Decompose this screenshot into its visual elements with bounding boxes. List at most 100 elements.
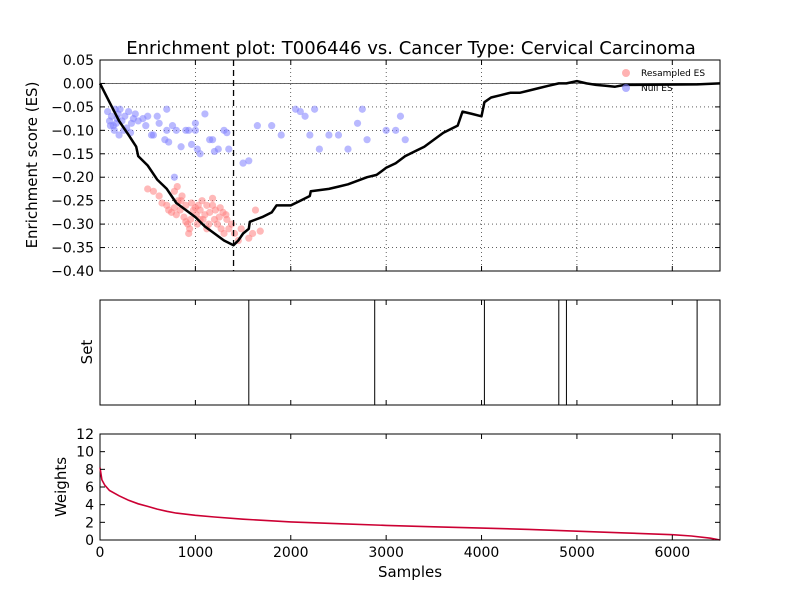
x-tick-label: 6000 bbox=[654, 545, 690, 561]
resampled-es-point bbox=[222, 211, 230, 219]
null-es-point bbox=[253, 122, 261, 130]
null-es-point bbox=[245, 157, 253, 165]
null-es-point bbox=[163, 105, 171, 113]
null-es-point bbox=[201, 110, 209, 118]
null-es-point bbox=[172, 126, 180, 134]
resampled-es-point bbox=[230, 229, 239, 238]
null-es-point bbox=[163, 126, 171, 134]
null-es-point bbox=[392, 126, 400, 134]
resampled-es-point bbox=[149, 187, 158, 195]
weights-ytick-label: 2 bbox=[85, 515, 94, 531]
legend-label-null: Null ES bbox=[641, 84, 673, 94]
weights-ytick-label: 4 bbox=[85, 498, 94, 514]
es-ytick-label: −0.10 bbox=[51, 123, 94, 139]
null-es-point bbox=[277, 131, 285, 139]
weights-ytick-label: 8 bbox=[85, 462, 94, 478]
null-es-point bbox=[144, 112, 152, 120]
resampled-es-point bbox=[206, 208, 214, 216]
null-es-point bbox=[155, 119, 163, 127]
null-es-point bbox=[153, 112, 161, 120]
null-es-point bbox=[358, 105, 366, 113]
es-ytick-label: −0.15 bbox=[51, 147, 94, 163]
resampled-es-point bbox=[256, 227, 264, 235]
null-es-point bbox=[382, 126, 390, 134]
es-ytick-label: −0.30 bbox=[51, 217, 94, 233]
null-es-point bbox=[191, 126, 199, 134]
es-ytick-label: −0.40 bbox=[51, 264, 94, 280]
null-es-point bbox=[401, 136, 409, 144]
es-ytick-label: −0.25 bbox=[51, 194, 94, 210]
weights-ytick-label: 10 bbox=[76, 445, 94, 461]
es-ytick-label: 0.00 bbox=[63, 76, 94, 92]
resampled-es-point bbox=[155, 192, 163, 200]
weights-ylabel: Weights bbox=[52, 457, 70, 517]
set-panel-frame bbox=[99, 299, 721, 406]
resampled-es-point bbox=[144, 185, 152, 193]
es-panel-frame bbox=[99, 59, 721, 272]
null-es-point bbox=[223, 129, 231, 137]
null-es-point bbox=[196, 150, 204, 158]
es-curve-line bbox=[98, 79, 721, 247]
resampled-es-point bbox=[249, 229, 257, 238]
null-es-point bbox=[187, 140, 196, 148]
es-ytick-label: 0.05 bbox=[63, 53, 94, 69]
null-es-point bbox=[107, 112, 116, 120]
x-tick-label: 5000 bbox=[559, 545, 595, 561]
x-tick-label: 3000 bbox=[368, 545, 404, 561]
legend-marker-null bbox=[622, 84, 630, 92]
resampled-es-point bbox=[170, 204, 178, 212]
null-es-point bbox=[131, 110, 139, 118]
x-tick-label: 0 bbox=[96, 545, 105, 561]
null-es-point bbox=[239, 159, 247, 167]
es-ytick-label: −0.05 bbox=[51, 100, 94, 116]
null-es-point bbox=[214, 145, 222, 153]
null-es-point bbox=[185, 126, 193, 134]
es-ytick-label: −0.20 bbox=[51, 170, 94, 186]
null-es-point bbox=[191, 119, 199, 127]
resampled-es-point bbox=[208, 194, 217, 202]
legend-label-resampled: Resampled ES bbox=[641, 69, 705, 79]
null-es-point bbox=[268, 122, 276, 130]
null-es-point bbox=[296, 107, 304, 116]
null-es-point bbox=[208, 136, 217, 144]
resampled-es-point bbox=[220, 229, 228, 238]
x-axis-label: Samples bbox=[378, 563, 442, 581]
x-tick-label: 2000 bbox=[273, 545, 309, 561]
resampled-es-point bbox=[196, 206, 204, 214]
resampled-es-point bbox=[185, 229, 193, 238]
x-tick-label: 4000 bbox=[464, 545, 500, 561]
es-panel: 0.05 0.00 −0.05 −0.10 −0.15 −0.20 −0.25 −0.30 −0… bbox=[23, 53, 721, 280]
resampled-es-point bbox=[173, 183, 181, 191]
set-panel: Set bbox=[78, 299, 721, 406]
null-es-point bbox=[344, 145, 352, 153]
null-es-point bbox=[396, 112, 405, 120]
weights-ytick-label: 6 bbox=[85, 480, 94, 496]
weights-panel-frame bbox=[99, 433, 721, 541]
weights-curve-line bbox=[99, 467, 721, 541]
legend: Resampled ES Null ES bbox=[622, 69, 705, 94]
es-ytick-label: −0.35 bbox=[51, 241, 94, 257]
null-es-point bbox=[334, 131, 343, 139]
null-es-point bbox=[363, 136, 371, 144]
null-es-point bbox=[315, 145, 323, 153]
resampled-es-point bbox=[198, 197, 206, 205]
chart-title: Enrichment plot: T006446 vs. Cancer Type… bbox=[126, 38, 696, 59]
null-es-point bbox=[306, 131, 314, 139]
null-es-point bbox=[325, 131, 333, 139]
resampled-es-point bbox=[203, 201, 211, 209]
null-es-point bbox=[353, 119, 362, 127]
null-es-point bbox=[115, 131, 123, 139]
null-es-point bbox=[170, 173, 178, 181]
null-es-point bbox=[125, 107, 133, 116]
legend-marker-resampled bbox=[622, 69, 630, 77]
resampled-es-point bbox=[187, 215, 195, 224]
x-tick-label: 1000 bbox=[178, 545, 214, 561]
null-es-point bbox=[301, 112, 309, 120]
null-es-point bbox=[165, 138, 173, 146]
null-es-point bbox=[177, 143, 185, 151]
null-es-point bbox=[311, 105, 319, 113]
null-es-point bbox=[149, 131, 158, 139]
resampled-es-point bbox=[216, 204, 224, 212]
